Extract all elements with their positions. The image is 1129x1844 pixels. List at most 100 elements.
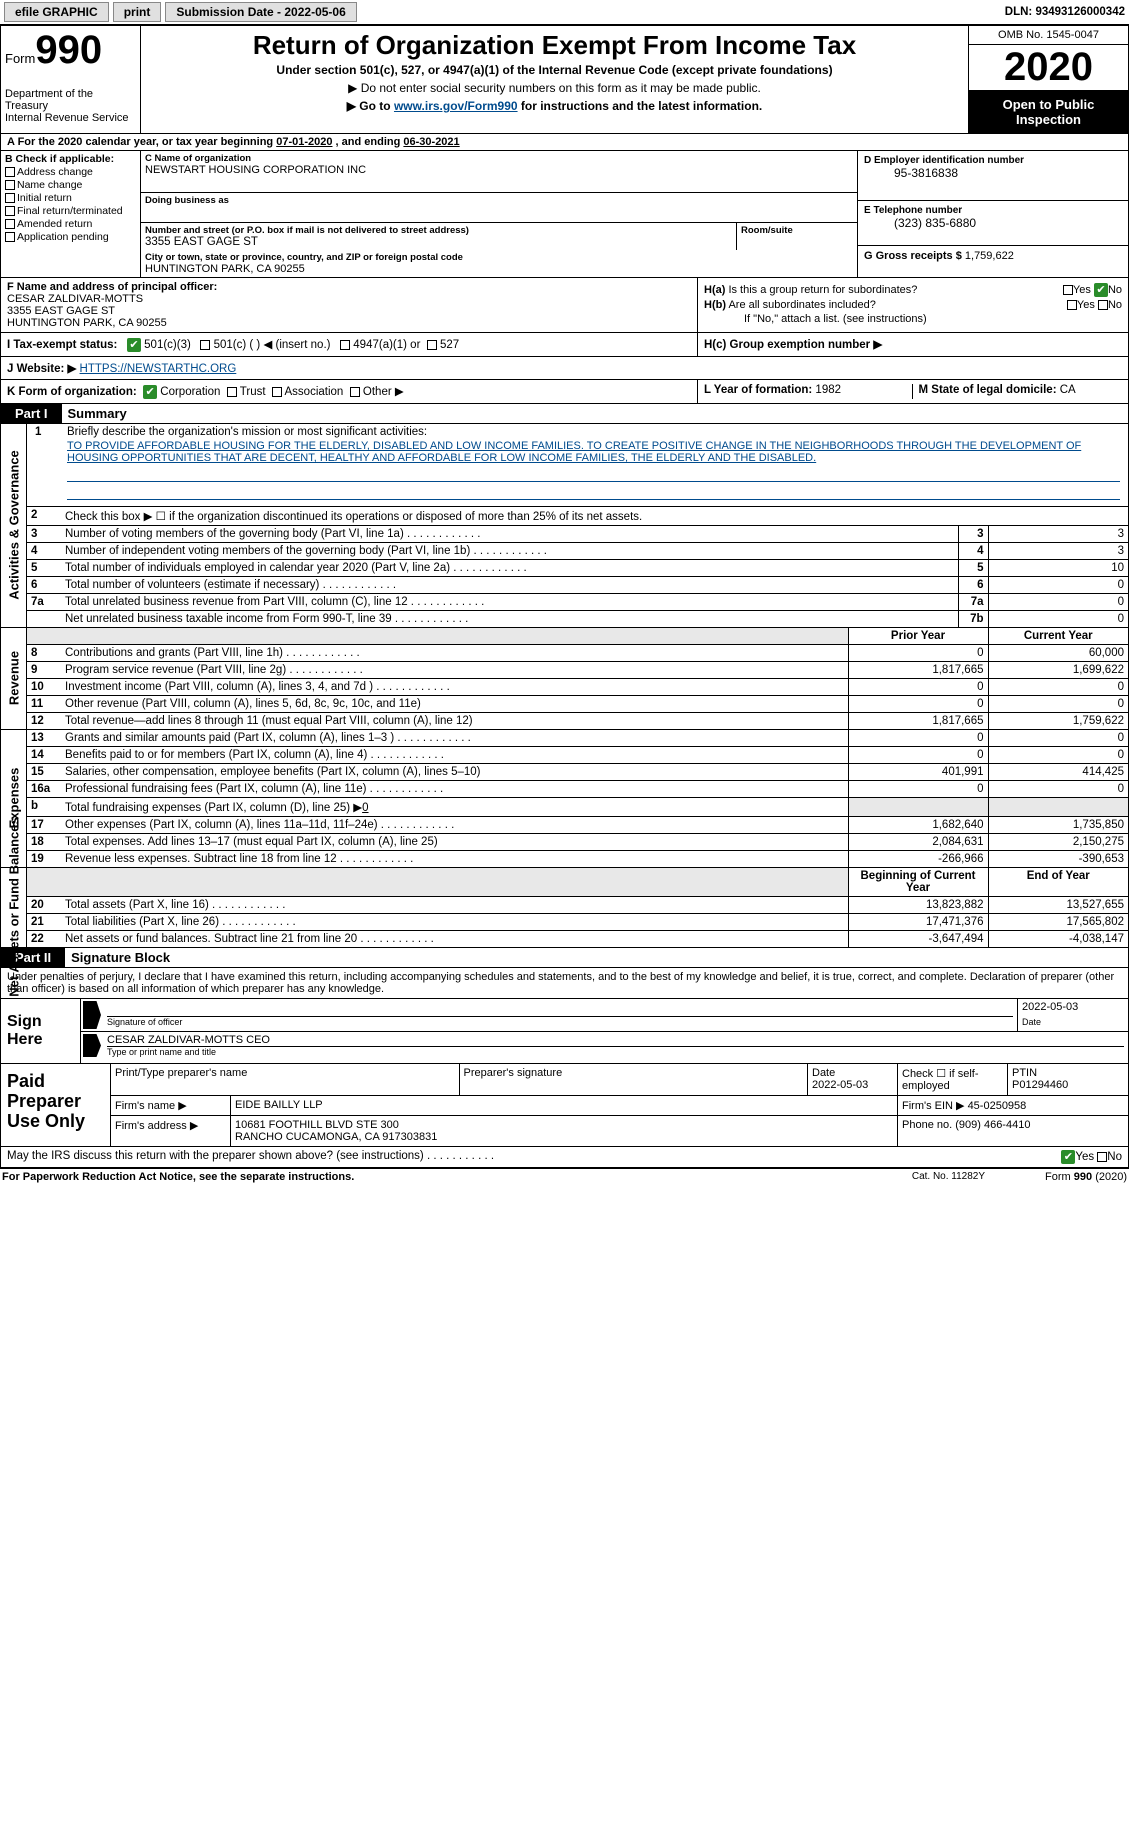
f-label: F Name and address of principal officer:: [7, 281, 691, 293]
city-label: City or town, state or province, country…: [145, 252, 853, 263]
table-row: 15Salaries, other compensation, employee…: [27, 763, 1128, 780]
period-a: A For the 2020 calendar year, or tax yea…: [7, 136, 276, 148]
chk-amended[interactable]: Amended return: [5, 218, 136, 230]
firm-addr: 10681 FOOTHILL BLVD STE 300 RANCHO CUCAM…: [231, 1116, 898, 1146]
col-d: D Employer identification number 95-3816…: [858, 151, 1128, 277]
officer-addr2: HUNTINGTON PARK, CA 90255: [7, 317, 691, 329]
501c3-check: ✔: [127, 338, 141, 352]
opt-501c3: 501(c)(3): [144, 339, 191, 351]
line6: Total number of volunteers (estimate if …: [61, 576, 958, 593]
chk-name[interactable]: Name change: [5, 179, 136, 191]
arrow-icon: [83, 1034, 101, 1057]
boy-hdr: Beginning of Current Year: [848, 868, 988, 897]
mission-label: Briefly describe the organization's miss…: [67, 426, 427, 438]
officer-name-title: CESAR ZALDIVAR-MOTTS CEO: [107, 1034, 1124, 1047]
prior-hdr: Prior Year: [848, 628, 988, 645]
top-bar: efile GRAPHIC print Submission Date - 20…: [0, 0, 1129, 25]
period-b: , and ending: [336, 136, 404, 148]
irs-link[interactable]: www.irs.gov/Form990: [394, 99, 518, 113]
opt-4947: 4947(a)(1) or: [353, 339, 420, 351]
line4: Number of independent voting members of …: [61, 542, 958, 559]
l6-val: 0: [988, 576, 1128, 593]
b-header: B Check if applicable:: [5, 153, 136, 165]
ein: 95-3816838: [864, 166, 1122, 180]
hb-note: If "No," attach a list. (see instruction…: [704, 313, 1122, 325]
table-row: 19Revenue less expenses. Subtract line 1…: [27, 850, 1128, 867]
expenses-section: Expenses 13Grants and similar amounts pa…: [1, 730, 1128, 868]
line7a: Total unrelated business revenue from Pa…: [61, 593, 958, 610]
k-trust: Trust: [240, 386, 266, 398]
chk-pending[interactable]: Application pending: [5, 231, 136, 243]
chk-address[interactable]: Address change: [5, 166, 136, 178]
chk-final[interactable]: Final return/terminated: [5, 205, 136, 217]
discuss-row: May the IRS discuss this return with the…: [1, 1147, 1128, 1168]
revenue-section: Revenue Prior YearCurrent Year 8Contribu…: [1, 628, 1128, 730]
line5: Total number of individuals employed in …: [61, 559, 958, 576]
signature-section: Under penalties of perjury, I declare th…: [1, 968, 1128, 1168]
efile-button[interactable]: efile GRAPHIC: [4, 2, 109, 22]
table-row: 22Net assets or fund balances. Subtract …: [27, 930, 1128, 947]
netassets-table: Beginning of Current YearEnd of Year 20T…: [27, 868, 1128, 947]
prep-date-label: Date: [812, 1067, 893, 1079]
self-employed: Check ☐ if self-employed: [902, 1067, 1003, 1092]
street-label: Number and street (or P.O. box if mail i…: [145, 225, 732, 236]
line3: Number of voting members of the governin…: [61, 525, 958, 542]
line7b: Net unrelated business taxable income fr…: [61, 610, 958, 627]
mission-block: 1 Briefly describe the organization's mi…: [27, 424, 1128, 507]
l3-val: 3: [988, 525, 1128, 542]
gov-side-label: Activities & Governance: [1, 424, 27, 627]
ptin: P01294460: [1012, 1079, 1124, 1091]
dept-treasury: Department of the Treasury Internal Reve…: [5, 88, 136, 124]
line2: Check this box ▶ ☐ if the organization d…: [61, 507, 1128, 526]
chk-initial[interactable]: Initial return: [5, 192, 136, 204]
l7a-val: 0: [988, 593, 1128, 610]
sig-officer-label: Signature of officer: [107, 1017, 1013, 1027]
firm-ein: 45-0250958: [968, 1100, 1027, 1112]
hc-label: H(c) Group exemption number ▶: [704, 339, 882, 351]
netassets-section: Net Assets or Fund Balances Beginning of…: [1, 868, 1128, 948]
phone: (323) 835-6880: [864, 216, 1122, 230]
print-button[interactable]: print: [113, 2, 162, 22]
eoy-hdr: End of Year: [988, 868, 1128, 897]
revenue-table: Prior YearCurrent Year 8Contributions an…: [27, 628, 1128, 729]
netassets-side: Net Assets or Fund Balances: [1, 868, 27, 947]
firm-phone: (909) 466-4410: [955, 1119, 1030, 1131]
firm-addr-label: Firm's address ▶: [111, 1116, 231, 1146]
hb-yn: Yes No: [1067, 299, 1122, 311]
prep-date: 2022-05-03: [812, 1079, 893, 1091]
section-fh: F Name and address of principal officer:…: [1, 278, 1128, 333]
table-row: bTotal fundraising expenses (Part IX, co…: [27, 797, 1128, 816]
sign-here-row: Sign Here Signature of officer 2022-05-0…: [1, 999, 1128, 1064]
period-end: 06-30-2021: [403, 136, 459, 148]
header-right: OMB No. 1545-0047 2020 Open to Public In…: [968, 26, 1128, 133]
mission-text[interactable]: TO PROVIDE AFFORDABLE HOUSING FOR THE EL…: [67, 440, 1120, 464]
dba-label: Doing business as: [145, 195, 853, 206]
m-state: CA: [1060, 384, 1076, 396]
prep-sig-label: Preparer's signature: [464, 1067, 804, 1079]
table-row: 18Total expenses. Add lines 13–17 (must …: [27, 833, 1128, 850]
gov-section: Activities & Governance 1 Briefly descri…: [1, 424, 1128, 628]
table-row: 12Total revenue—add lines 8 through 11 (…: [27, 712, 1128, 729]
k-assoc: Association: [285, 386, 344, 398]
officer-addr1: 3355 EAST GAGE ST: [7, 305, 691, 317]
officer-name: CESAR ZALDIVAR-MOTTS: [7, 293, 691, 305]
j-label: J Website: ▶: [7, 363, 76, 375]
l-year: 1982: [815, 384, 841, 396]
section-b-cd: B Check if applicable: Address change Na…: [1, 151, 1128, 278]
street-row: Number and street (or P.O. box if mail i…: [141, 223, 857, 250]
g-gross-label: G Gross receipts $: [864, 250, 962, 262]
l4-val: 3: [988, 542, 1128, 559]
form-word: Form: [5, 51, 35, 66]
org-website[interactable]: HTTPS://NEWSTARTHC.ORG: [80, 363, 237, 375]
k-other: Other ▶: [363, 386, 404, 398]
ha-yn: Yes ✔No: [1063, 283, 1122, 297]
current-hdr: Current Year: [988, 628, 1128, 645]
ssn-note: ▶ Do not enter social security numbers o…: [147, 81, 962, 95]
i-label: I Tax-exempt status:: [7, 339, 117, 351]
table-row: 8Contributions and grants (Part VIII, li…: [27, 644, 1128, 661]
firm-name: EIDE BAILLY LLP: [231, 1096, 898, 1115]
table-row: 17Other expenses (Part IX, column (A), l…: [27, 816, 1128, 833]
header-left: Form990 Department of the Treasury Inter…: [1, 26, 141, 133]
firm-name-label: Firm's name ▶: [111, 1096, 231, 1115]
table-row: 14Benefits paid to or for members (Part …: [27, 746, 1128, 763]
